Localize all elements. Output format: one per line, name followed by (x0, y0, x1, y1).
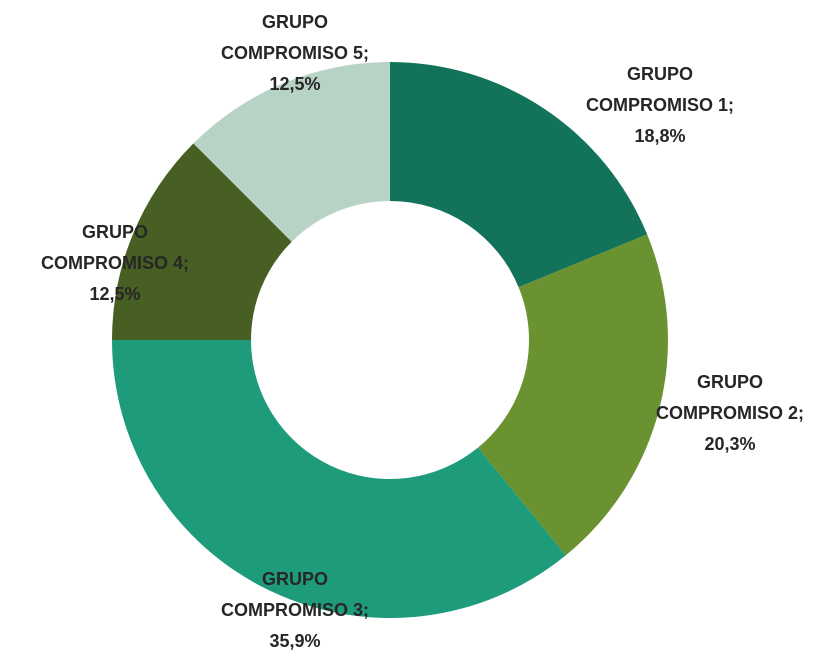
label-value: 12,5% (269, 74, 321, 94)
data-label: GRUPO COMPROMISO 4; 12,5% (25, 217, 205, 310)
label-category: GRUPO COMPROMISO 2 (655, 372, 798, 423)
label-separator: ; (363, 600, 369, 620)
label-value: 20,3% (704, 434, 756, 454)
label-separator: ; (728, 95, 734, 115)
donut-segment (112, 340, 566, 618)
donut-segment (390, 62, 648, 288)
label-category: GRUPO COMPROMISO 1 (585, 64, 728, 115)
donut-segment (112, 143, 292, 340)
data-label: GRUPO COMPROMISO 2; 20,3% (640, 367, 820, 460)
data-label: GRUPO COMPROMISO 3; 35,9% (205, 564, 385, 653)
data-label: GRUPO COMPROMISO 1; 18,8% (570, 59, 750, 152)
donut-segment (193, 62, 390, 242)
label-category: GRUPO COMPROMISO 4 (40, 222, 183, 273)
donut-segment (477, 234, 668, 556)
label-separator: ; (183, 253, 189, 273)
label-separator: ; (363, 43, 369, 63)
label-category: GRUPO COMPROMISO 5 (220, 12, 363, 63)
label-category: GRUPO COMPROMISO 3 (220, 569, 363, 620)
data-label: GRUPO COMPROMISO 5; 12,5% (205, 7, 385, 100)
label-value: 35,9% (269, 631, 321, 651)
label-value: 18,8% (634, 126, 686, 146)
label-separator: ; (798, 403, 804, 423)
label-value: 12,5% (89, 284, 141, 304)
